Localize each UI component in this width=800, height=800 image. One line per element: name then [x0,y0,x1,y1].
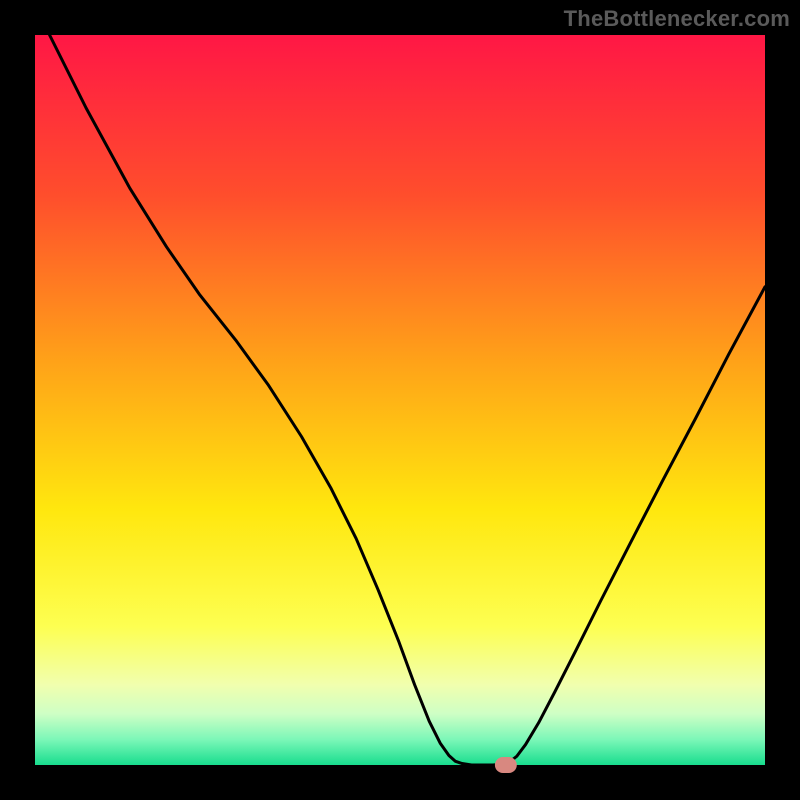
chart-border-left [0,0,35,800]
chart-border-bottom [0,765,800,800]
watermark-text: TheBottlenecker.com [564,6,790,32]
plot-gradient-background [35,35,765,765]
chart-border-right [765,0,800,800]
optimum-marker [495,757,517,773]
